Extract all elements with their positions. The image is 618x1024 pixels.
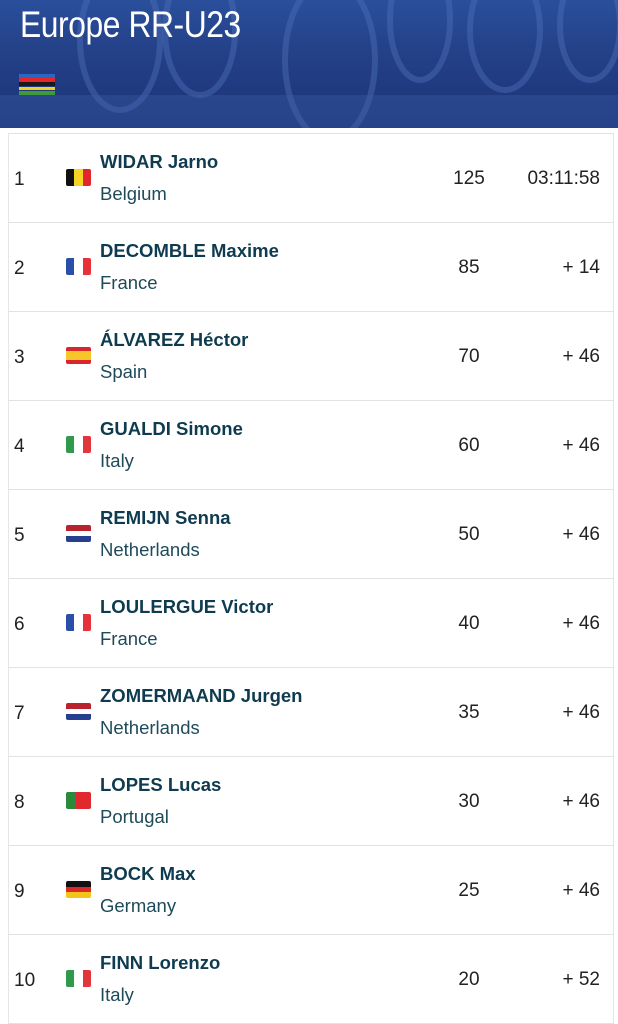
rider-country: France xyxy=(100,272,158,293)
rider-country: Spain xyxy=(100,361,148,382)
rider-name[interactable]: BOCK Max xyxy=(100,863,196,884)
rank: 7 xyxy=(14,703,25,724)
rank: 5 xyxy=(14,525,25,546)
result-row[interactable]: 2 DECOMBLE Maxime France 85 + 14 xyxy=(8,223,614,312)
rank: 1 xyxy=(14,169,25,190)
netherlands-flag-icon xyxy=(66,703,91,720)
rider-time: + 46 xyxy=(562,702,600,723)
result-row[interactable]: 6 LOULERGUE Victor France 40 + 46 xyxy=(8,579,614,668)
rider-name[interactable]: WIDAR Jarno xyxy=(100,151,219,172)
rank: 10 xyxy=(14,970,36,991)
rider-country: Germany xyxy=(100,895,177,916)
rider-name[interactable]: DECOMBLE Maxime xyxy=(100,240,279,261)
italy-flag-icon xyxy=(66,970,91,987)
rider-points: 85 xyxy=(458,257,480,278)
result-row[interactable]: 4 GUALDI Simone Italy 60 + 46 xyxy=(8,401,614,490)
portugal-flag-icon xyxy=(66,792,91,809)
rider-points: 30 xyxy=(458,791,480,812)
rank: 2 xyxy=(14,258,25,279)
rider-time: + 46 xyxy=(562,435,600,456)
result-row[interactable]: 7 ZOMERMAAND Jurgen Netherlands 35 + 46 xyxy=(8,668,614,757)
rider-name[interactable]: REMIJN Senna xyxy=(100,507,231,528)
rank: 3 xyxy=(14,347,25,368)
rider-time: + 52 xyxy=(562,969,600,990)
rank: 9 xyxy=(14,881,25,902)
result-row[interactable]: 8 LOPES Lucas Portugal 30 + 46 xyxy=(8,757,614,846)
result-row[interactable]: 5 REMIJN Senna Netherlands 50 + 46 xyxy=(8,490,614,579)
result-row[interactable]: 9 BOCK Max Germany 25 + 46 xyxy=(8,846,614,935)
belgium-flag-icon xyxy=(66,169,91,186)
cyclists-background-image xyxy=(0,0,618,128)
rider-country: Netherlands xyxy=(100,539,200,560)
rider-points: 50 xyxy=(458,524,480,545)
rider-points: 70 xyxy=(458,346,480,367)
rider-country: Portugal xyxy=(100,806,169,827)
rank: 8 xyxy=(14,792,25,813)
italy-flag-icon xyxy=(66,436,91,453)
result-row[interactable]: 10 FINN Lorenzo Italy 20 + 52 xyxy=(8,935,614,1024)
rider-points: 35 xyxy=(458,702,480,723)
rider-points: 40 xyxy=(458,613,480,634)
rider-time: + 14 xyxy=(562,257,600,278)
race-header: Europe RR-U23 xyxy=(0,0,618,128)
rider-country: Netherlands xyxy=(100,717,200,738)
netherlands-flag-icon xyxy=(66,525,91,542)
rider-time: + 46 xyxy=(562,880,600,901)
rider-name[interactable]: GUALDI Simone xyxy=(100,418,243,439)
rider-name[interactable]: FINN Lorenzo xyxy=(100,952,221,973)
rider-time: + 46 xyxy=(562,346,600,367)
rider-name[interactable]: ÁLVAREZ Héctor xyxy=(100,329,249,350)
rider-time: + 46 xyxy=(562,791,600,812)
spain-flag-icon xyxy=(66,347,91,364)
rider-country: Italy xyxy=(100,984,134,1005)
france-flag-icon xyxy=(66,258,91,275)
germany-flag-icon xyxy=(66,881,91,898)
rider-country: Belgium xyxy=(100,183,167,204)
rider-name[interactable]: ZOMERMAAND Jurgen xyxy=(100,685,303,706)
result-row[interactable]: 3 ÁLVAREZ Héctor Spain 70 + 46 xyxy=(8,312,614,401)
rank: 4 xyxy=(14,436,25,457)
rider-country: France xyxy=(100,628,158,649)
result-row[interactable]: 1 WIDAR Jarno Belgium 125 03:11:58 xyxy=(8,134,614,223)
rider-name[interactable]: LOULERGUE Victor xyxy=(100,596,274,617)
rank: 6 xyxy=(14,614,25,635)
rider-name[interactable]: LOPES Lucas xyxy=(100,774,222,795)
rider-time: + 46 xyxy=(562,524,600,545)
rider-time: 03:11:58 xyxy=(527,168,600,189)
rider-points: 60 xyxy=(458,435,480,456)
rider-points: 20 xyxy=(458,969,480,990)
rider-time: + 46 xyxy=(562,613,600,634)
results-list: 1 WIDAR Jarno Belgium 125 03:11:58 2 DECOMBLE … xyxy=(8,133,614,1024)
world-champion-rainbow-icon xyxy=(19,74,55,98)
page-title: Europe RR-U23 xyxy=(20,4,241,45)
france-flag-icon xyxy=(66,614,91,631)
rider-points: 125 xyxy=(453,168,485,189)
rider-points: 25 xyxy=(458,880,480,901)
rider-country: Italy xyxy=(100,450,134,471)
